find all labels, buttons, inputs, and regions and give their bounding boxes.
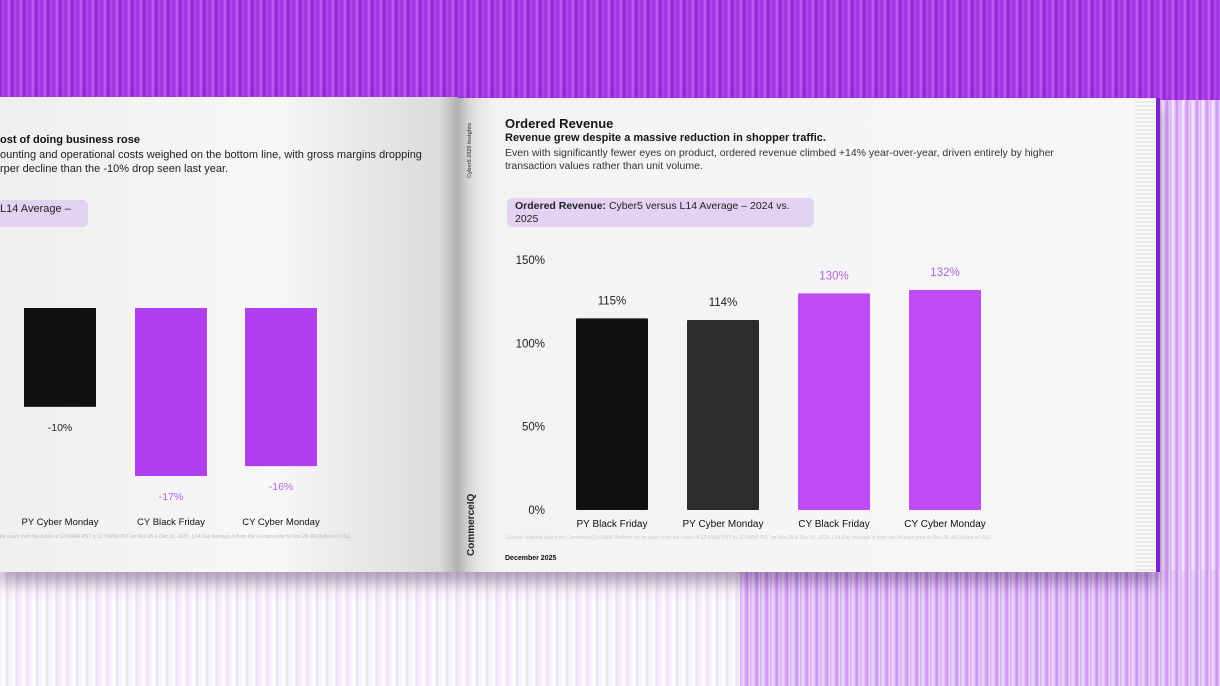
left-chart-label: L14 Average – [0, 200, 88, 227]
data-label: -17% [159, 491, 184, 503]
left-page-body: ounting and operational costs weighed on… [0, 149, 422, 175]
bar [687, 320, 759, 510]
bar [135, 308, 207, 476]
side-label: Cyber5 2025 Insights [467, 122, 473, 178]
x-tick-label: PY Cyber Monday [22, 517, 99, 528]
x-tick-label: PY Black Friday [577, 519, 648, 530]
brand-logo: CommerceIQ [466, 493, 477, 556]
page-title: Ordered Revenue [505, 116, 614, 131]
y-tick-label: 150% [516, 255, 545, 267]
data-label: 114% [709, 297, 738, 309]
page-body: Even with significantly fewer eyes on pr… [505, 147, 1054, 172]
x-tick-label: CY Cyber Monday [242, 517, 320, 528]
x-tick-label: CY Black Friday [798, 519, 870, 530]
left-page-footnote: for users from the hours of 12:00AM PST … [0, 534, 352, 540]
data-label: 130% [819, 270, 848, 282]
y-tick-label: 100% [516, 338, 545, 350]
chart-source-footnote: Source: Internal data from CommerceIQ's … [507, 535, 993, 541]
chart-label-rest: Cyber5 versus L14 Average – 2024 vs. 202… [515, 200, 790, 225]
data-label: 115% [598, 295, 627, 307]
data-label: 132% [930, 267, 959, 279]
page-date: December 2025 [505, 555, 557, 562]
bar [798, 293, 870, 510]
x-tick-label: PY Cyber Monday [683, 519, 764, 530]
x-tick-label: CY Black Friday [137, 517, 205, 528]
chart-label-pill: Ordered Revenue: Cyber5 versus L14 Avera… [507, 198, 814, 227]
left-page-title: ost of doing business rose [0, 134, 140, 146]
background-fabric-right [1150, 100, 1220, 570]
bar [576, 318, 648, 510]
data-label: -10% [48, 422, 73, 434]
y-tick-label: 0% [528, 505, 545, 517]
ordered-revenue-bar-chart: 0% 50% 100% 150% 115% PY Black Friday 114% PY C… [516, 255, 986, 530]
background-fabric-lower-right [740, 560, 1220, 686]
left-bar-chart: -10% PY Cyber Monday -17% CY Black Friday -1… [22, 308, 320, 528]
chart-label-bold: Ordered Revenue: [515, 200, 607, 212]
y-tick-label: 50% [522, 422, 545, 434]
bar [909, 290, 981, 510]
page-subtitle: Revenue grew despite a massive reduction… [505, 132, 826, 144]
bar [245, 308, 317, 467]
data-label: -16% [269, 481, 294, 493]
bar [24, 308, 96, 407]
right-page [455, 98, 1135, 572]
x-tick-label: CY Cyber Monday [904, 519, 986, 530]
book-gutter [440, 97, 480, 572]
